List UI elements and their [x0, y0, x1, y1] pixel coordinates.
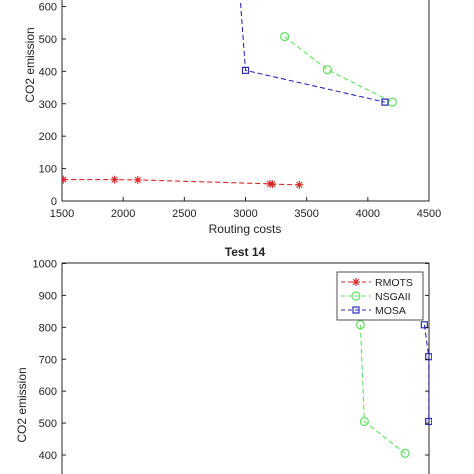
bottom-point-nsgaii: [400, 448, 410, 459]
bottom-y-tick-label: 400: [39, 450, 57, 462]
top-y-tick-label: 300: [39, 99, 57, 111]
top-y-tick-label: 200: [39, 131, 57, 143]
legend-marker-mosa: [352, 306, 360, 314]
bottom-y-tick-label: 600: [39, 386, 57, 398]
bottom-point-mosa: [420, 321, 428, 329]
top-y-tick-label: 600: [39, 2, 57, 14]
top-x-tick-label: 4500: [417, 208, 441, 220]
bottom-chart-title: Test 14: [225, 245, 266, 259]
bottom-y-tick-label: 700: [39, 354, 57, 366]
legend: RMOTS NSGAII MOSA: [336, 271, 424, 321]
top-series-line-rmots: [63, 179, 300, 186]
top-x-tick-label: 3000: [233, 208, 257, 220]
top-point-mosa: [381, 98, 389, 106]
top-point-mosa: [241, 66, 250, 74]
legend-label-rmots: RMOTS: [375, 277, 413, 289]
legend-entry-rmots: RMOTS: [341, 277, 413, 289]
top-series-line-mosa: [239, 0, 386, 103]
legend-label-nsgaii: NSGAII: [375, 291, 411, 303]
top-x-tick-label: 2000: [111, 208, 135, 220]
top-x-tick-label: 2500: [172, 208, 196, 220]
bottom-y-tick-label: 900: [39, 290, 57, 302]
legend-entry-nsgaii: NSGAII: [341, 291, 411, 303]
top-point-rmots: [295, 180, 304, 189]
top-series-line-nsgaii: [284, 36, 393, 103]
top-chart-panel: 1500 2000 2500 3000 3500 4000 4500 0 100 200 300 40…: [23, 0, 441, 236]
bottom-y-tick-label: 800: [39, 322, 57, 334]
legend-entry-mosa: MOSA: [341, 305, 406, 317]
top-point-rmots: [133, 175, 142, 184]
bottom-y-tick-label: 500: [39, 418, 57, 430]
legend-marker-nsgaii: [351, 291, 361, 301]
bottom-point-nsgaii: [359, 416, 369, 427]
top-y-tick-label: 500: [39, 34, 57, 46]
top-y-tick-label: 0: [51, 196, 57, 208]
top-chart-y-axis-label: CO2 emission: [23, 27, 37, 102]
top-point-nsgaii: [280, 32, 290, 42]
top-y-tick-label: 400: [39, 66, 57, 78]
bottom-series-line-mosa: [423, 324, 430, 422]
bottom-chart-y-axis-label: CO2 emission: [15, 367, 29, 442]
top-x-tick-label: 3500: [294, 208, 318, 220]
bottom-point-nsgaii: [355, 320, 365, 330]
bottom-chart-panel: Test 14 400 500 600 700 800 900 1000 CO2 emiss…: [15, 245, 432, 474]
top-x-tick-label: 1500: [50, 208, 74, 220]
bottom-point-mosa: [425, 417, 432, 426]
legend-label-mosa: MOSA: [375, 305, 406, 317]
top-point-nsgaii: [322, 65, 333, 75]
bottom-y-tick-label: 1000: [33, 259, 57, 271]
top-x-tick-label: 4000: [356, 208, 380, 220]
top-point-rmots: [268, 180, 277, 189]
top-y-tick-label: 100: [39, 164, 57, 176]
bottom-series-line-nsgaii: [359, 324, 406, 454]
legend-marker-rmots: [352, 278, 360, 286]
top-chart-x-axis-label: Routing costs: [209, 222, 282, 236]
top-point-rmots: [110, 175, 119, 184]
top-chart-axes-box: [61, 0, 430, 202]
top-point-rmots: [62, 175, 68, 184]
